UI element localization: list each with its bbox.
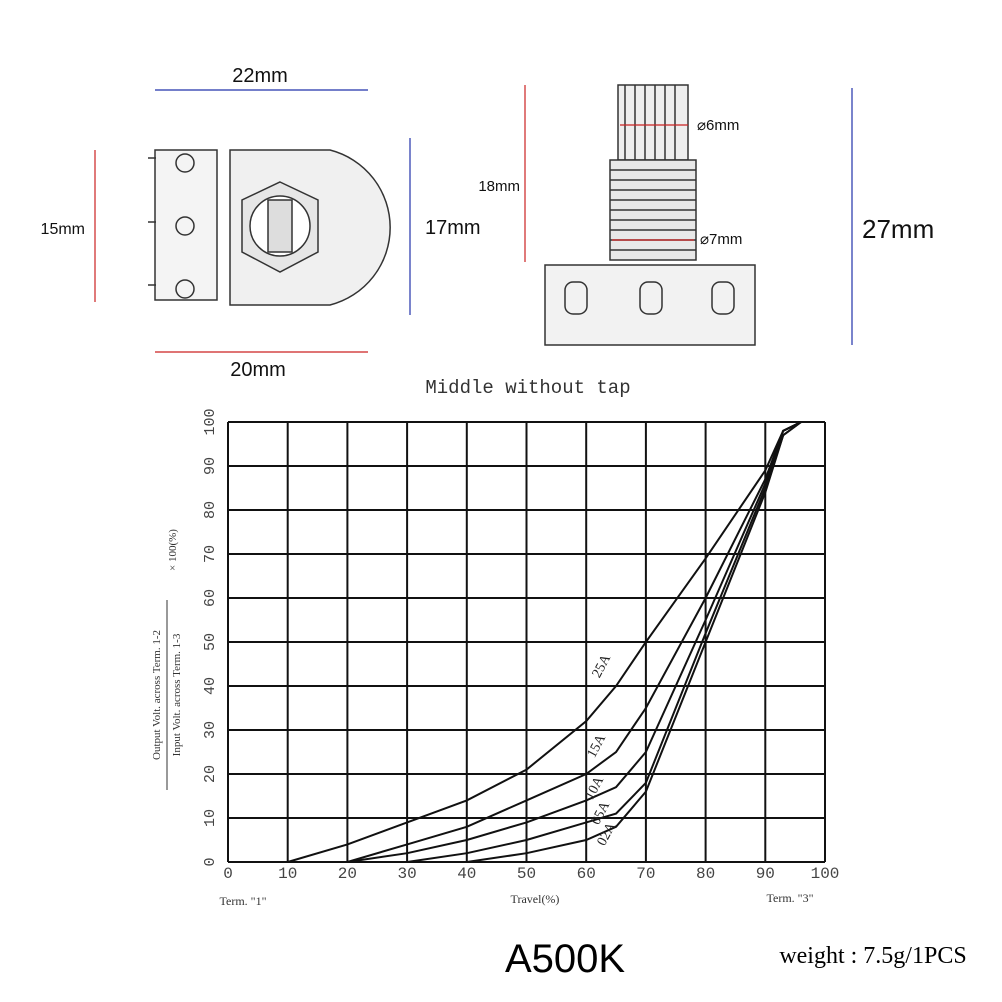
y-tick-label: 70 [202, 545, 219, 563]
y-tick-label: 60 [202, 589, 219, 607]
dimension-lines [94, 85, 853, 353]
x-tick-label: 50 [517, 865, 536, 883]
x-tick-label: 90 [756, 865, 775, 883]
dimension-label: 20mm [230, 359, 286, 381]
y-tick-label: 90 [202, 457, 219, 475]
x-tick-label: 100 [811, 865, 840, 883]
y-tick-label: 10 [202, 809, 219, 827]
dimension-label: 18mm [478, 178, 520, 195]
dimension-label: 27mm [862, 214, 934, 244]
taper-curve [466, 421, 825, 863]
y-tick-label: 40 [202, 677, 219, 695]
y-tick-label: 100 [202, 408, 219, 435]
x-tick-label: 80 [696, 865, 715, 883]
dimension-label: ⌀6mm [697, 117, 739, 134]
x-axis-label: Travel(%) [511, 892, 560, 906]
y-tick-label: 20 [202, 765, 219, 783]
x-tick-label: 30 [397, 865, 416, 883]
x-tick-label: 20 [338, 865, 357, 883]
dimension-label: ⌀7mm [700, 231, 742, 248]
weight-label: weight : 7.5g/1PCS [779, 943, 966, 969]
x-tick-label: 70 [636, 865, 655, 883]
y-tick-label: 30 [202, 721, 219, 739]
y-tick-label: 80 [202, 501, 219, 519]
pot-side-drawing [544, 84, 756, 346]
y-axis-label: Output Volt. across Term. 1-2 [151, 630, 163, 760]
curve-label: 25A [590, 651, 615, 680]
model-label: A500K [505, 937, 625, 981]
pot-front-drawing [148, 149, 391, 306]
x-end-label: Term. "3" [767, 891, 814, 905]
curve-label: 15A [585, 731, 610, 760]
x-tick-label: 0 [223, 865, 233, 883]
x-tick-label: 40 [457, 865, 476, 883]
chart-title: Middle without tap [425, 377, 630, 399]
taper-curve [347, 421, 825, 863]
y-tick-label: 50 [202, 633, 219, 651]
x-start-label: Term. "1" [220, 894, 267, 908]
y-axis-label: × 100(%) [167, 529, 179, 571]
x-tick-label: 60 [577, 865, 596, 883]
y-tick-label: 0 [202, 857, 219, 866]
dimension-label: 17mm [425, 217, 481, 239]
dimension-label: 22mm [232, 65, 288, 87]
dimension-label: 15mm [41, 221, 85, 238]
x-tick-label: 10 [278, 865, 297, 883]
y-axis-label: Input Volt. across Term. 1-3 [171, 633, 183, 756]
